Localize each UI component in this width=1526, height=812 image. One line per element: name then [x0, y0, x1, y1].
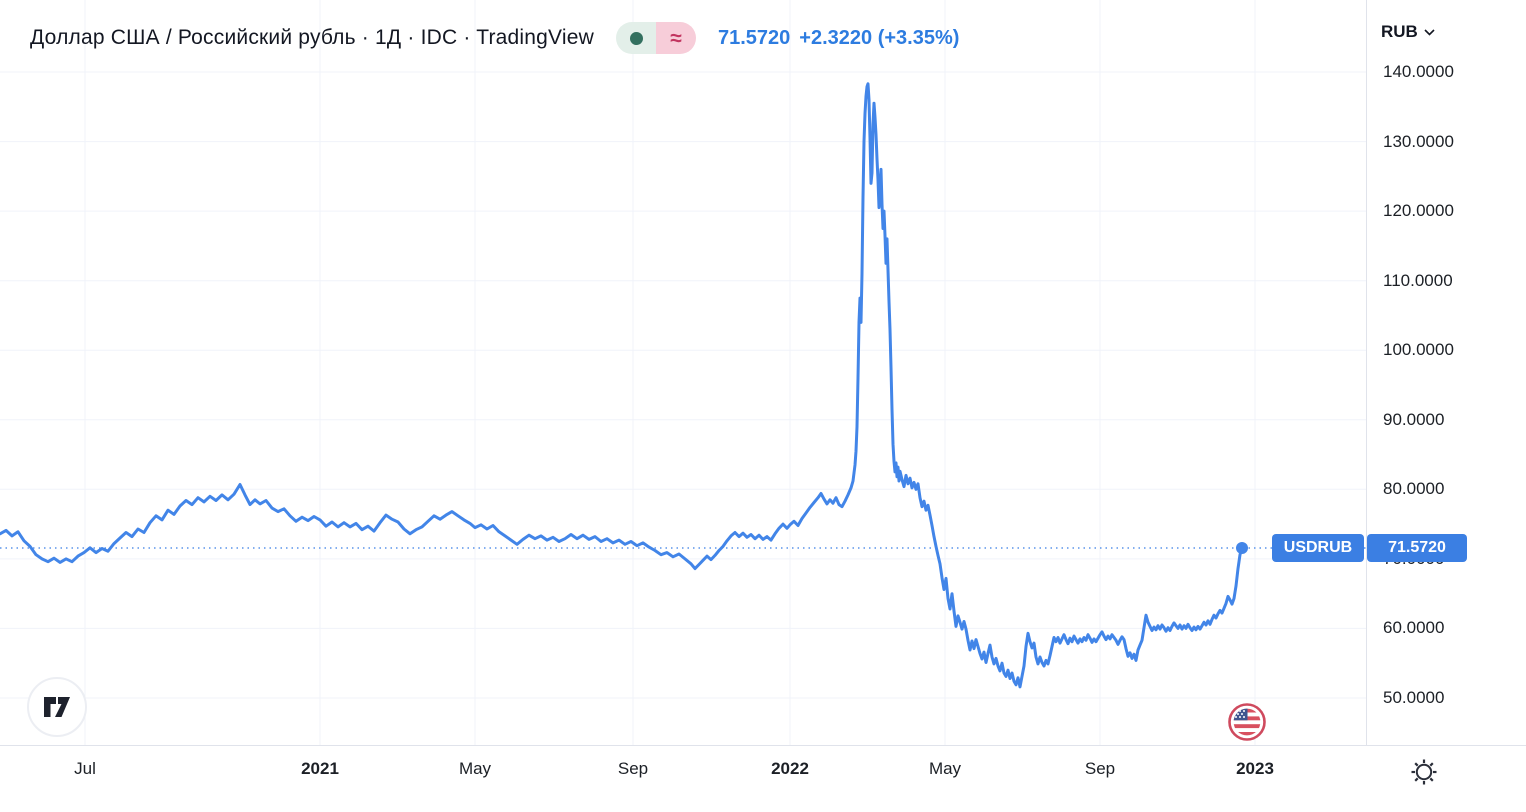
last-price-value: 71.5720 [718, 26, 791, 49]
time-tick-label: 2021 [301, 759, 339, 778]
price-axis[interactable]: RUB 140.0000 130.0000 120.0000 110.0000 100.… [1366, 0, 1526, 812]
badge-symbol: USDRUB [1272, 533, 1364, 562]
price-label-badge: USDRUB 71.5720 [1272, 533, 1467, 562]
price-tick-label: 130.0000 [1383, 131, 1454, 151]
price-readout: 71.5720 +2.3220 (+3.35%) [718, 27, 959, 50]
symbol-title: Доллар США / Российский рубль · 1Д · IDC… [30, 26, 594, 49]
time-tick-label: 2023 [1236, 759, 1274, 778]
time-tick-label: Sep [1084, 759, 1116, 778]
currency-selector[interactable]: RUB [1381, 22, 1435, 42]
price-tick-label: 90.0000 [1383, 409, 1445, 429]
chart-legend: Доллар США / Российский рубль · 1Д · IDC… [30, 22, 959, 54]
market-status-dot-icon [629, 31, 643, 45]
axis-settings-button[interactable] [1410, 758, 1438, 786]
time-tick-label: 2022 [771, 759, 809, 778]
price-tick-label: 80.0000 [1383, 479, 1445, 499]
chevron-down-icon [1424, 28, 1435, 36]
us-flag-icon [1227, 702, 1267, 742]
price-chart-canvas[interactable] [0, 0, 1366, 745]
data-status-pill[interactable]: ≈ [616, 22, 696, 54]
price-tick-label: 120.0000 [1383, 201, 1454, 221]
time-tick-label: Jul [74, 759, 96, 778]
chart-plot-area[interactable]: Доллар США / Российский рубль · 1Д · IDC… [0, 0, 1366, 745]
approx-icon: ≈ [670, 26, 682, 50]
tradingview-logo[interactable] [27, 677, 87, 737]
time-tick-label: May [928, 759, 962, 778]
time-axis[interactable]: Jul 2021 May Sep 2022 May Sep 2023 [0, 745, 1526, 812]
time-tick-label: Sep [617, 759, 649, 778]
badge-price-value: 71.5720 [1367, 533, 1467, 562]
tradingview-logo-icon [44, 697, 70, 717]
price-tick-label: 60.0000 [1383, 618, 1445, 638]
delayed-data-segment: ≈ [656, 22, 696, 54]
price-tick-label: 50.0000 [1383, 688, 1445, 707]
price-tick-label: 140.0000 [1383, 62, 1454, 81]
currency-label: RUB [1381, 22, 1418, 41]
time-tick-label: May [458, 759, 492, 778]
price-tick-label: 100.0000 [1383, 340, 1454, 360]
market-status-segment [616, 22, 656, 54]
price-change-value: +2.3220 (+3.35%) [799, 26, 960, 49]
gear-icon [1411, 759, 1437, 785]
price-tick-label: 110.0000 [1383, 270, 1453, 290]
